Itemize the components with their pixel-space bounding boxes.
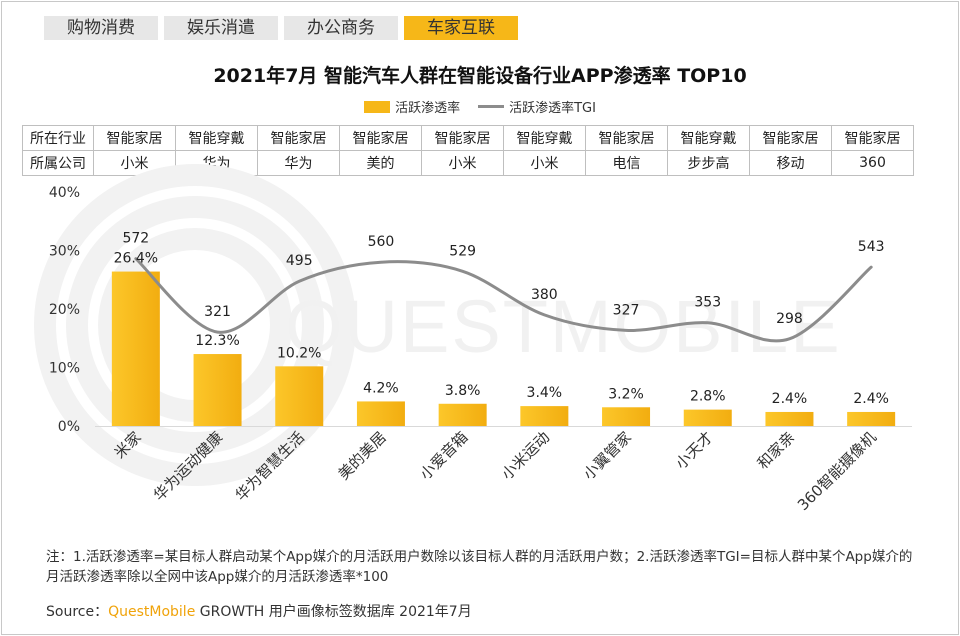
source-suffix: GROWTH 用户画像标签数据库 2021年7月 — [195, 604, 472, 620]
industry-cell: 智能穿戴 — [175, 125, 258, 151]
tgi-value-label: 298 — [776, 311, 803, 327]
y-tick-label: 10% — [49, 361, 80, 377]
bar-value-label: 2.8% — [690, 389, 726, 405]
tgi-value-label: 572 — [122, 231, 149, 247]
bar-series — [111, 271, 896, 426]
industry-cell: 智能家居 — [93, 125, 176, 151]
industry-cell: 智能穿戴 — [667, 125, 750, 151]
bar-value-label: 2.4% — [772, 391, 808, 407]
watermark-ring — [34, 164, 356, 486]
company-cell: 360 — [831, 150, 914, 176]
tgi-value-label: 543 — [858, 239, 885, 255]
tgi-line — [134, 257, 873, 343]
tgi-value-label: 321 — [204, 304, 231, 320]
bar — [847, 411, 896, 426]
company-cell: 电信 — [585, 150, 668, 176]
bar — [602, 407, 651, 426]
y-tick-label: 40% — [49, 185, 80, 201]
industry-cell: 智能家居 — [585, 125, 668, 151]
tab-entertainment[interactable]: 娱乐消遣 — [164, 16, 278, 40]
x-category-label: 小米运动 — [498, 428, 553, 483]
bar — [683, 409, 732, 426]
category-tabs: 购物消费 娱乐消遣 办公商务 车家互联 — [44, 16, 518, 40]
bar — [356, 401, 405, 426]
source-brand: QuestMobile — [108, 604, 196, 620]
industry-cell: 智能家居 — [749, 125, 832, 151]
tgi-value-label: 495 — [286, 253, 313, 269]
industry-cell: 智能家居 — [421, 125, 504, 151]
bar-value-label: 26.4% — [114, 251, 158, 267]
penetration-chart: QUESTMOBILE 0% 10% 20% 30% 40% 26.4% 12.3% 10.… — [34, 164, 912, 514]
company-cell: 华为 — [257, 150, 340, 176]
bar — [275, 366, 324, 426]
x-category-label: 和家亲 — [754, 428, 799, 473]
source-line: Source：QuestMobile GROWTH 用户画像标签数据库 2021… — [46, 601, 472, 621]
chart-legend: 活跃渗透率 活跃渗透率TGI — [0, 97, 960, 116]
tgi-value-label: 380 — [531, 287, 558, 303]
x-category-label: 小天才 — [672, 428, 717, 473]
y-axis: 0% 10% 20% 30% 40% — [49, 185, 912, 435]
legend-bar-swatch — [364, 100, 391, 113]
watermark-ring — [66, 196, 324, 454]
bar — [193, 354, 242, 426]
x-category-label: 360智能摄像机 — [794, 428, 880, 514]
industry-row: 所在行业 智能家居 智能穿戴 智能家居 智能家居 智能家居 智能穿戴 智能家居 … — [22, 125, 914, 151]
x-category-label: 小翼管家 — [580, 428, 635, 483]
bar-value-label: 4.2% — [363, 380, 399, 396]
bar — [765, 411, 814, 426]
footnote: 注：1.活跃渗透率=某目标人群启动某个App媒介的月活跃用户数除以该目标人群的月… — [46, 549, 913, 585]
legend-bar-label: 活跃渗透率 — [395, 101, 461, 116]
bar-value-label: 2.4% — [853, 391, 889, 407]
bar-value-label: 3.2% — [608, 386, 644, 402]
bar-value-label: 3.8% — [445, 383, 481, 399]
industry-row-header: 所在行业 — [22, 125, 94, 151]
company-cell: 步步高 — [667, 150, 750, 176]
y-tick-label: 0% — [58, 419, 80, 435]
chart-title: 2021年7月 智能汽车人群在智能设备行业APP渗透率 TOP10 — [213, 65, 747, 87]
legend-item-bar: 活跃渗透率 — [364, 97, 460, 116]
bar-value-label: 3.4% — [527, 385, 563, 401]
company-cell: 美的 — [339, 150, 422, 176]
watermark-text: QUESTMOBILE — [285, 285, 842, 368]
bar-value-label: 12.3% — [195, 333, 239, 349]
bar — [520, 406, 569, 426]
tab-shopping[interactable]: 购物消费 — [44, 16, 158, 40]
industry-cell: 智能家居 — [339, 125, 422, 151]
data-labels: 26.4% 12.3% 10.2% 4.2% 3.8% 3.4% 3.2% 2.8% 2.4% 2… — [114, 231, 889, 407]
company-row-header: 所属公司 — [22, 150, 94, 176]
legend-line-label: 活跃渗透率TGI — [509, 101, 596, 116]
industry-cell: 智能家居 — [831, 125, 914, 151]
tgi-line-series — [134, 257, 873, 343]
x-category-label: 小爱音箱 — [416, 428, 471, 483]
tab-car-home[interactable]: 车家互联 — [404, 16, 518, 40]
tgi-value-label: 327 — [613, 302, 640, 318]
watermark-logo: QUESTMOBILE — [34, 164, 842, 486]
y-tick-label: 30% — [49, 244, 80, 260]
bar — [438, 403, 487, 426]
x-category-label: 美的美居 — [335, 428, 390, 483]
tgi-value-label: 529 — [449, 243, 476, 259]
source-prefix: Source： — [46, 604, 109, 620]
tab-office[interactable]: 办公商务 — [284, 16, 398, 40]
legend-line-swatch — [478, 105, 505, 108]
bar-value-label: 10.2% — [277, 345, 321, 361]
bar — [111, 271, 160, 426]
company-cell: 移动 — [749, 150, 832, 176]
tgi-value-label: 560 — [368, 234, 395, 250]
legend-item-line: 活跃渗透率TGI — [478, 97, 596, 116]
y-tick-label: 20% — [49, 302, 80, 318]
tgi-value-label: 353 — [694, 295, 721, 311]
industry-cell: 智能穿戴 — [503, 125, 586, 151]
company-cell: 小米 — [503, 150, 586, 176]
